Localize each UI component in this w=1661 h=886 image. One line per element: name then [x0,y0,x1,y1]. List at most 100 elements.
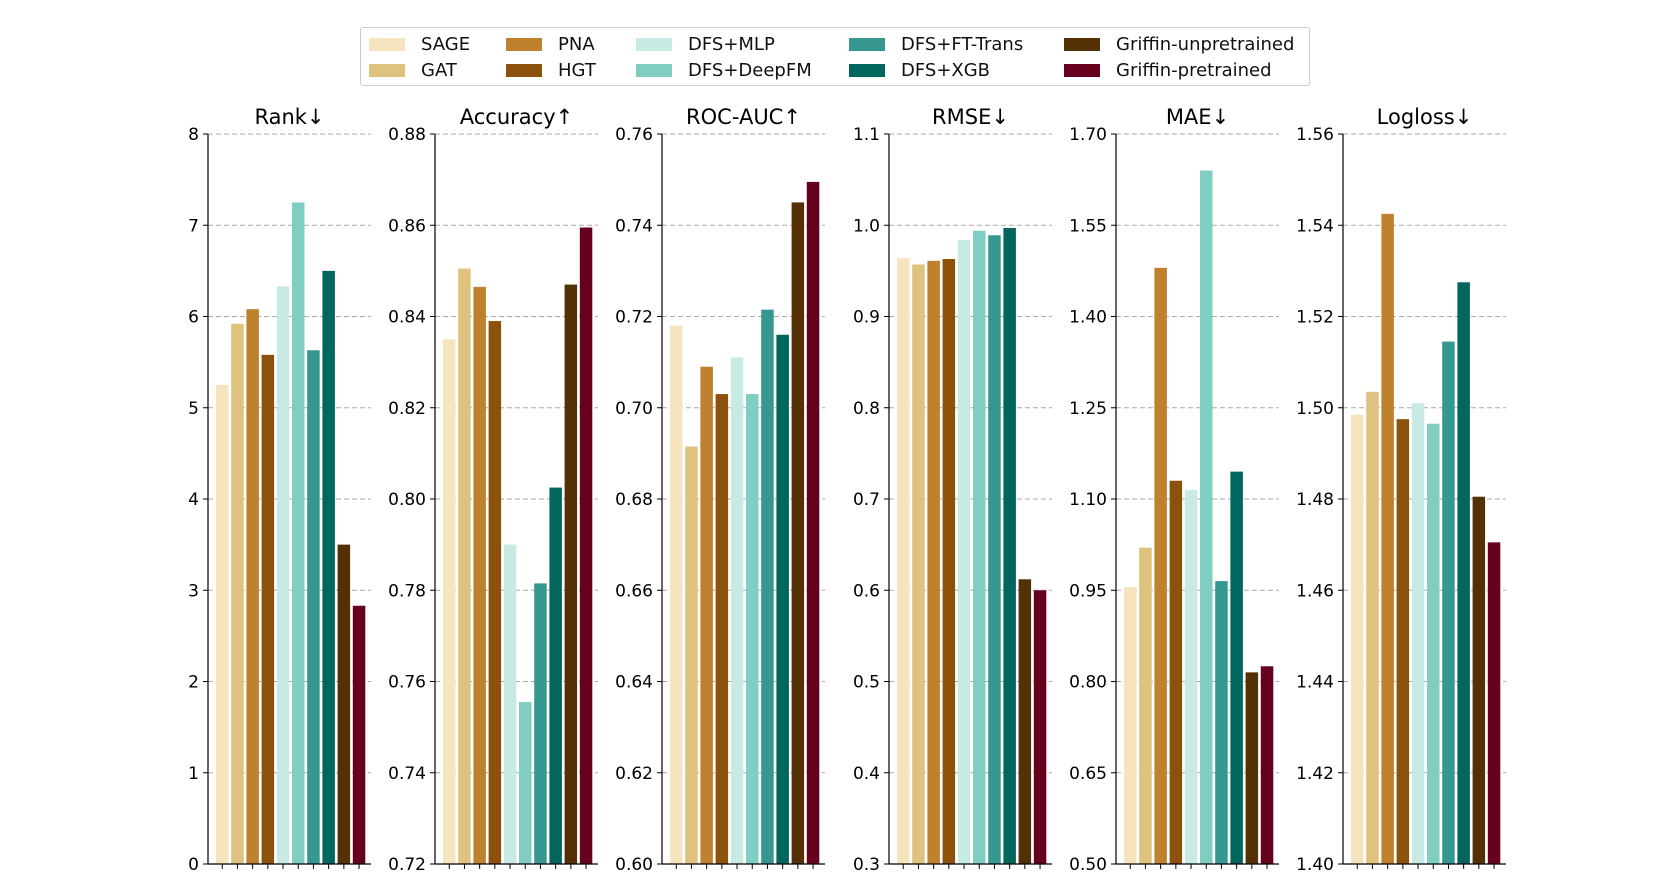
bar [1169,480,1183,864]
legend-swatch [369,63,405,77]
bar [1033,590,1047,864]
legend-label: DFS+XGB [901,59,991,81]
bar [1154,267,1167,864]
bar [776,334,789,864]
legend-swatch [1064,63,1100,77]
bar [1487,542,1501,864]
chart-title: Accuracy↑ [460,105,573,129]
y-tick-label: 1.10 [1069,490,1107,510]
bar [1003,227,1016,865]
chart-title: Logloss↓ [1377,105,1473,129]
bar [1124,587,1137,864]
legend-label: HGT [558,59,596,81]
y-tick-label: 0.84 [388,308,426,328]
legend-swatch [1064,37,1100,51]
chart-title: RMSE↓ [932,105,1009,129]
bar [1457,282,1470,864]
y-tick-label: 3 [188,581,199,601]
y-tick-label: 0.78 [388,581,426,601]
bar [276,286,290,864]
y-tick-label: 0.50 [1069,855,1107,875]
y-tick-label: 1.1 [853,125,880,145]
legend-item: PNA [506,33,595,55]
bar [458,268,471,864]
bar [1442,341,1455,864]
bar [1396,419,1410,864]
bar [1427,423,1440,864]
y-tick-label: 1.70 [1069,125,1107,145]
legend-swatch [849,63,885,77]
bar [292,202,305,864]
y-tick-label: 1.40 [1296,855,1334,875]
bar [1184,489,1198,864]
bar [791,202,805,864]
bar [1215,581,1228,864]
bar [761,309,774,864]
y-tick-label: 4 [188,490,199,510]
y-tick-label: 0.9 [853,308,880,328]
bar [231,323,244,864]
legend-label: DFS+MLP [688,33,775,55]
bar [973,230,986,865]
bar [746,394,759,864]
legend-label: Griffin-pretrained [1116,59,1272,81]
y-tick-label: 1.42 [1296,764,1334,784]
y-tick-label: 0.3 [853,855,880,875]
chart-title: MAE↓ [1166,105,1229,129]
legend-item: DFS+MLP [636,33,775,55]
y-tick-label: 0.72 [388,855,426,875]
bar [488,321,502,864]
bar [988,235,1001,865]
y-tick-label: 2 [188,673,199,693]
legend-item: Griffin-unpretrained [1064,33,1294,55]
y-tick-label: 0.6 [853,581,880,601]
bar [1245,672,1259,864]
y-tick-label: 0.95 [1069,581,1107,601]
bar [534,583,547,864]
legend-item: Griffin-pretrained [1064,59,1272,81]
y-tick-label: 0.7 [853,490,880,510]
legend-swatch [636,37,672,51]
legend-item: SAGE [369,33,470,55]
legend-label: PNA [558,33,595,55]
y-tick-label: 8 [188,125,199,145]
y-tick-label: 0.76 [615,125,653,145]
y-tick-label: 1.54 [1296,216,1334,236]
y-tick-label: 1.55 [1069,216,1107,236]
y-tick-label: 1.48 [1296,490,1334,510]
chart-title: ROC-AUC↑ [686,105,801,129]
y-tick-label: 5 [188,399,199,419]
legend-item: DFS+DeepFM [636,59,812,81]
y-tick-label: 0.80 [1069,673,1107,693]
y-tick-label: 0.60 [615,855,653,875]
bar [670,325,683,864]
y-tick-label: 0.74 [615,216,653,236]
legend-swatch [369,37,405,51]
legend-swatch [636,63,672,77]
y-tick-label: 1.56 [1296,125,1334,145]
bar [307,350,320,864]
y-tick-label: 0.70 [615,399,653,419]
y-tick-label: 1.46 [1296,581,1334,601]
bar [1139,547,1152,864]
bar [1200,170,1213,864]
bar [1381,213,1394,864]
bar [1230,471,1243,864]
bar [261,354,275,864]
legend-label: DFS+DeepFM [688,59,812,81]
bar [957,239,971,865]
bar [1018,579,1032,864]
y-tick-label: 1.50 [1296,399,1334,419]
y-tick-label: 0.68 [615,490,653,510]
bar [897,258,910,865]
y-tick-label: 0.86 [388,216,426,236]
legend-swatch [849,37,885,51]
y-tick-label: 1.25 [1069,399,1107,419]
legend-item: HGT [506,59,596,81]
y-tick-label: 0.88 [388,125,426,145]
y-tick-label: 0.8 [853,399,880,419]
y-tick-label: 0.76 [388,673,426,693]
bar [1260,666,1274,864]
y-tick-label: 0.82 [388,399,426,419]
